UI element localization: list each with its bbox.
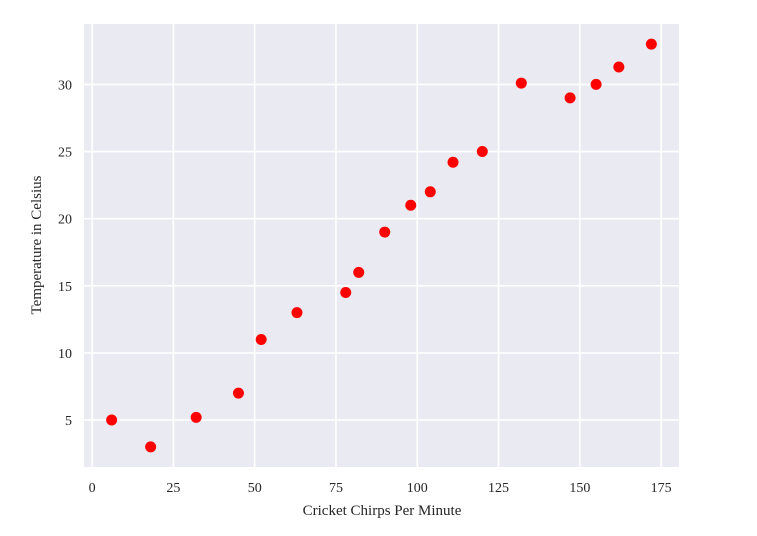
data-point bbox=[340, 286, 352, 298]
y-tick-label: 30 bbox=[58, 78, 72, 93]
data-point bbox=[145, 441, 157, 453]
data-point bbox=[190, 411, 202, 423]
x-tick-label: 50 bbox=[248, 481, 262, 496]
y-tick-label: 5 bbox=[65, 414, 72, 429]
vertical-gridlines bbox=[91, 24, 662, 467]
data-point bbox=[515, 77, 527, 89]
data-point bbox=[232, 387, 244, 399]
data-point bbox=[255, 333, 267, 345]
data-points bbox=[106, 38, 657, 453]
data-point bbox=[405, 199, 417, 211]
x-axis-label: Cricket Chirps Per Minute bbox=[303, 503, 462, 519]
data-point bbox=[447, 156, 459, 168]
data-point bbox=[353, 266, 365, 278]
data-point bbox=[476, 146, 488, 158]
data-point bbox=[590, 78, 602, 90]
y-tick-label: 20 bbox=[58, 213, 72, 228]
data-point bbox=[645, 38, 657, 50]
data-point bbox=[291, 307, 303, 319]
y-tick-label: 15 bbox=[58, 280, 72, 295]
data-point bbox=[424, 186, 436, 198]
data-point bbox=[106, 414, 118, 426]
y-axis-label: Temperature in Celsius bbox=[29, 175, 45, 314]
y-axis-tick-labels: 5 10 15 20 25 30 bbox=[58, 78, 72, 429]
x-tick-label: 25 bbox=[166, 481, 180, 496]
x-axis-tick-labels: 0 25 50 75 100 125 150 175 bbox=[89, 481, 672, 496]
data-point bbox=[564, 92, 576, 104]
data-point bbox=[379, 226, 391, 238]
data-point bbox=[613, 61, 625, 73]
x-tick-label: 150 bbox=[569, 481, 590, 496]
y-tick-label: 10 bbox=[58, 347, 72, 362]
x-tick-label: 125 bbox=[488, 481, 509, 496]
x-tick-label: 75 bbox=[329, 481, 343, 496]
x-tick-label: 100 bbox=[407, 481, 428, 496]
y-tick-label: 25 bbox=[58, 146, 72, 161]
horizontal-gridlines bbox=[84, 83, 679, 421]
x-tick-label: 175 bbox=[651, 481, 672, 496]
x-tick-label: 0 bbox=[89, 481, 96, 496]
